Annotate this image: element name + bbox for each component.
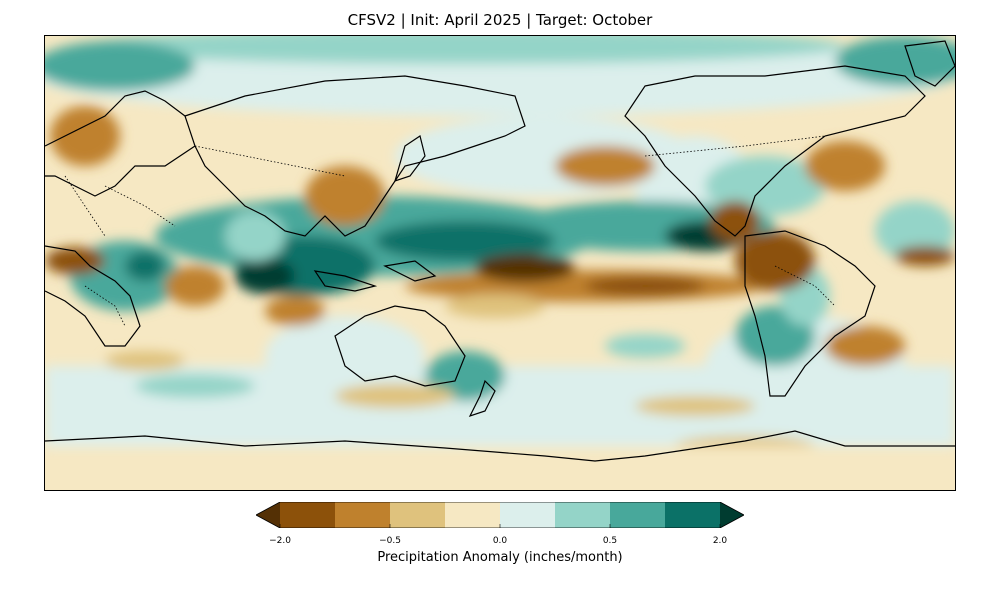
colorbar-tick-label: −0.5 xyxy=(379,536,401,546)
colorbar-segment xyxy=(445,502,501,528)
colorbar-extend-high xyxy=(720,502,744,528)
precipitation-map xyxy=(44,35,956,491)
colorbar-segment xyxy=(390,502,446,528)
colorbar-segment xyxy=(665,502,721,528)
colorbar xyxy=(256,502,744,528)
colorbar-extend-low xyxy=(256,502,280,528)
colorbar-segment xyxy=(280,502,336,528)
colorbar-segment xyxy=(335,502,391,528)
coastlines xyxy=(45,40,955,462)
colorbar-tick-label: 0.5 xyxy=(602,536,618,546)
colorbar-tick-label: 0.0 xyxy=(492,536,508,546)
anomaly-field xyxy=(45,36,955,490)
colorbar-tick-label: 2.0 xyxy=(712,536,728,546)
colorbar-label: Precipitation Anomaly (inches/month) xyxy=(377,550,623,565)
colorbar-segment xyxy=(610,502,666,528)
colorbar-segment xyxy=(555,502,611,528)
colorbar-tick-label: −2.0 xyxy=(269,536,291,546)
chart-title: CFSV2 | Init: April 2025 | Target: Octob… xyxy=(347,11,653,29)
colorbar-segment xyxy=(500,502,556,528)
country-borders xyxy=(64,135,836,327)
